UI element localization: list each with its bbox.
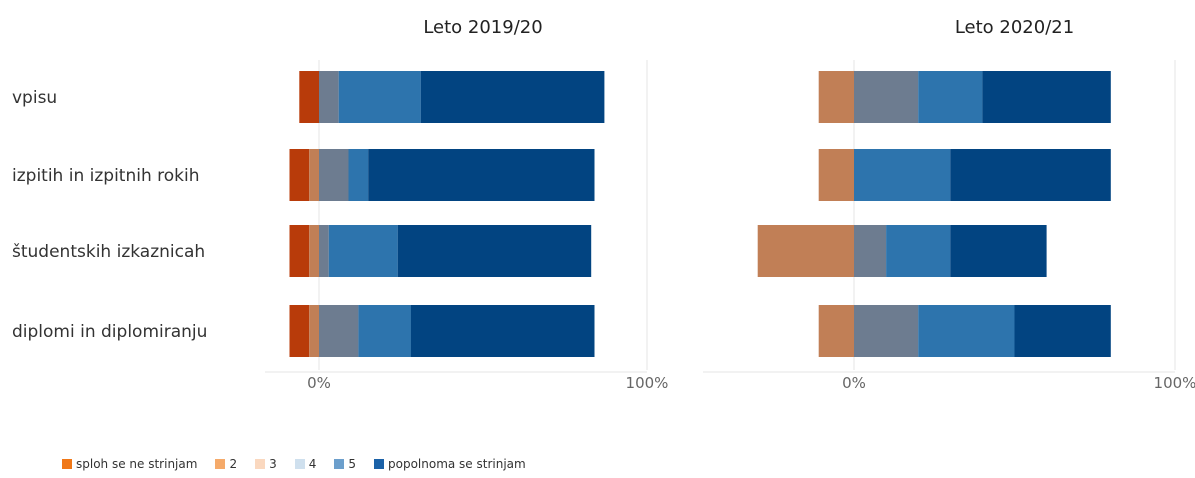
category-label: vpisu bbox=[12, 88, 57, 108]
bar-segment bbox=[299, 71, 319, 123]
bar-segment bbox=[918, 71, 983, 123]
bar-segment bbox=[319, 225, 329, 277]
legend-item: sploh se ne strinjam bbox=[62, 457, 197, 471]
legend-item: popolnoma se strinjam bbox=[374, 457, 526, 471]
bar-segment bbox=[358, 305, 411, 357]
x-tick-label: 0% bbox=[842, 374, 866, 392]
legend-swatch bbox=[374, 459, 384, 469]
chart-title: Leto 2019/20 bbox=[423, 17, 542, 38]
bar-segment bbox=[289, 305, 310, 357]
bar-segment bbox=[818, 71, 854, 123]
bar-segment bbox=[420, 71, 605, 123]
bar-segment bbox=[319, 149, 349, 201]
legend-item: 2 bbox=[215, 457, 237, 471]
bar-segment bbox=[950, 225, 1047, 277]
bar-segment bbox=[348, 149, 369, 201]
bar-segment bbox=[818, 305, 854, 357]
legend-item: 5 bbox=[334, 457, 356, 471]
bar-segment bbox=[854, 305, 919, 357]
bar-segment bbox=[410, 305, 595, 357]
x-tick-label: 0% bbox=[307, 374, 331, 392]
bar-segment bbox=[854, 71, 919, 123]
bar-segment bbox=[950, 149, 1111, 201]
bar-segment bbox=[818, 149, 854, 201]
legend-item: 4 bbox=[294, 457, 317, 471]
bar-segment bbox=[319, 71, 339, 123]
legend: sploh se ne strinjam 2 3 4 5 popolnoma se str… bbox=[62, 456, 544, 472]
legend-label: 5 bbox=[348, 457, 356, 471]
bar-segment bbox=[289, 149, 310, 201]
legend-label: sploh se ne strinjam bbox=[76, 457, 198, 471]
bar-segment bbox=[309, 225, 319, 277]
bar-segment bbox=[368, 149, 595, 201]
legend-label: popolnoma se strinjam bbox=[388, 457, 526, 471]
legend-swatch bbox=[334, 459, 345, 469]
legend-swatch bbox=[294, 459, 305, 469]
bar-segment bbox=[328, 225, 398, 277]
bar-segment bbox=[982, 71, 1111, 123]
legend-swatch bbox=[255, 459, 266, 469]
chart-title: Leto 2020/21 bbox=[955, 17, 1074, 38]
bar-segment bbox=[854, 225, 887, 277]
bar-segment bbox=[309, 149, 319, 201]
legend-swatch bbox=[62, 459, 72, 469]
legend-item: 3 bbox=[255, 457, 277, 471]
bar-segment bbox=[1014, 305, 1111, 357]
category-label: študentskih izkaznicah bbox=[12, 242, 205, 262]
bar-segment bbox=[757, 225, 854, 277]
legend-swatch bbox=[215, 459, 226, 469]
bar-segment bbox=[319, 305, 359, 357]
x-tick-label: 100% bbox=[626, 374, 669, 392]
bar-segment bbox=[309, 305, 319, 357]
bar-segment bbox=[289, 225, 310, 277]
bar-segment bbox=[338, 71, 421, 123]
legend-label: 4 bbox=[308, 457, 317, 471]
legend-label: 3 bbox=[269, 457, 277, 471]
bar-segment bbox=[397, 225, 592, 277]
x-tick-label: 100% bbox=[1154, 374, 1195, 392]
category-label: diplomi in diplomiranju bbox=[12, 322, 207, 342]
category-label: izpitih in izpitnih rokih bbox=[12, 166, 200, 186]
legend-label: 2 bbox=[229, 457, 238, 471]
bar-segment bbox=[886, 225, 951, 277]
bar-segment bbox=[918, 305, 1015, 357]
bar-segment bbox=[854, 149, 951, 201]
